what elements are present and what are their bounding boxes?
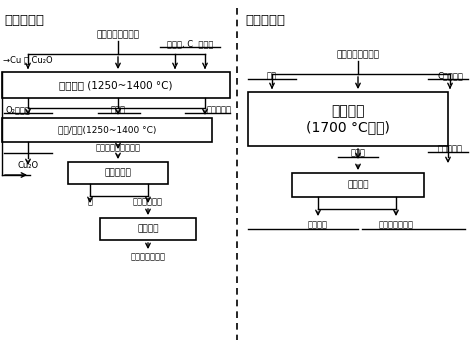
Text: 含铁废液: 含铁废液 <box>308 220 328 229</box>
Bar <box>292 173 424 197</box>
Bar <box>248 92 448 146</box>
Text: 废渣、废气: 废渣、废气 <box>207 105 232 115</box>
Bar <box>100 218 196 240</box>
Text: 贵金属富集的铜合金: 贵金属富集的铜合金 <box>95 144 141 152</box>
Text: 铜合金: 铜合金 <box>110 105 125 115</box>
Text: 铁捕集法：: 铁捕集法： <box>245 14 285 27</box>
Text: 铜: 铜 <box>87 197 93 206</box>
Bar <box>68 162 168 184</box>
Bar <box>2 72 230 98</box>
Text: 贵金属富集物: 贵金属富集物 <box>133 197 163 206</box>
Text: 含贵金属浸出液: 含贵金属浸出液 <box>131 253 165 262</box>
Text: 铜捕集法：: 铜捕集法： <box>4 14 44 27</box>
Text: 铁合金: 铁合金 <box>351 149 366 158</box>
Text: 火法熔炼
(1700 °C以上): 火法熔炼 (1700 °C以上) <box>306 104 390 134</box>
Text: 火法熔炼 (1250~1400 °C): 火法熔炼 (1250~1400 °C) <box>59 80 173 90</box>
Text: 还原剂, C  添加剂: 还原剂, C 添加剂 <box>167 40 213 49</box>
Text: 待处理贵金属物料: 待处理贵金属物料 <box>96 31 140 40</box>
Text: 湿法浸出: 湿法浸出 <box>137 225 159 234</box>
Text: 湿法或电解: 湿法或电解 <box>104 169 132 178</box>
Text: 待处理贵金属物料: 待处理贵金属物料 <box>337 51 379 59</box>
Text: C和添加剂: C和添加剂 <box>437 71 463 81</box>
Bar <box>2 118 212 142</box>
Text: Cu₂O: Cu₂O <box>17 161 39 169</box>
Text: 含贵金属浸出液: 含贵金属浸出液 <box>378 220 414 229</box>
Text: 废渣、废气: 废渣、废气 <box>438 144 462 153</box>
Text: →Cu 或 Cu₂O: →Cu 或 Cu₂O <box>3 56 53 65</box>
Text: 氧化/富集(1250~1400 °C): 氧化/富集(1250~1400 °C) <box>58 126 156 135</box>
Text: 铁矿: 铁矿 <box>267 71 277 81</box>
Text: 湿法除铁: 湿法除铁 <box>347 180 369 189</box>
Text: O₂或空气: O₂或空气 <box>6 105 31 115</box>
